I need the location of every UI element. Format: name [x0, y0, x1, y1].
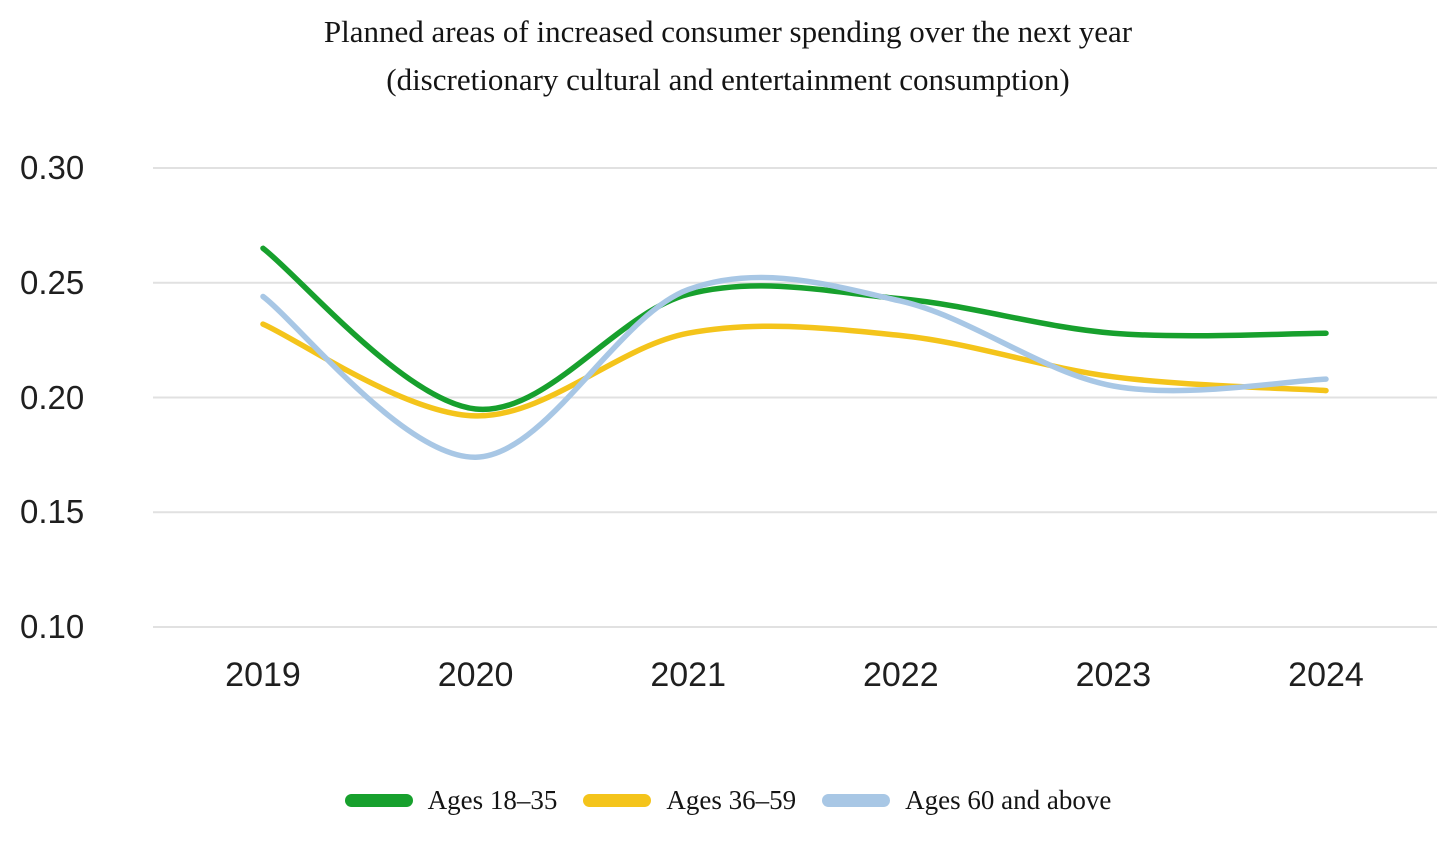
chart-title-line1: Planned areas of increased consumer spen… [323, 14, 1133, 49]
chart-title: Planned areas of increased consumer spen… [0, 8, 1456, 104]
x-axis-tick-label: 2022 [862, 656, 939, 694]
legend-label: Ages 60 and above [905, 784, 1112, 815]
legend-item-ages-60-and-above: Ages 60 and above [822, 785, 1111, 816]
chart-title-line2: (discretionary cultural and entertainmen… [386, 62, 1070, 97]
x-axis-tick-label: 2024 [1288, 656, 1364, 694]
y-axis-tick-label: 0.25 [20, 263, 85, 301]
series-line-ages-18-35 [260, 245, 1329, 412]
legend-item-ages-36-59: Ages 36–59 [583, 785, 796, 816]
y-axis-tick-label: 0.20 [20, 378, 85, 416]
series-line-ages-36-59 [260, 321, 1329, 419]
y-axis-tick-label: 0.10 [20, 608, 85, 645]
x-axis-tick-label: 2019 [225, 656, 301, 694]
legend-swatch-icon [822, 793, 891, 807]
x-axis-tick-label: 2023 [1075, 656, 1152, 694]
y-axis-tick-label: 0.30 [20, 149, 85, 186]
legend: Ages 18–35 Ages 36–59 Ages 60 and above [0, 778, 1456, 822]
x-axis-tick-label: 2020 [437, 656, 514, 694]
legend-swatch-icon [583, 793, 652, 807]
x-axis-tick-label: 2021 [650, 656, 726, 694]
legend-swatch-icon [344, 793, 413, 807]
legend-label: Ages 36–59 [666, 784, 797, 815]
legend-item-ages-18-35: Ages 18–35 [344, 784, 558, 816]
series-line-ages-60-and-above [260, 274, 1329, 460]
legend-label: Ages 18–35 [427, 784, 558, 815]
y-axis-tick-label: 0.15 [20, 493, 85, 531]
